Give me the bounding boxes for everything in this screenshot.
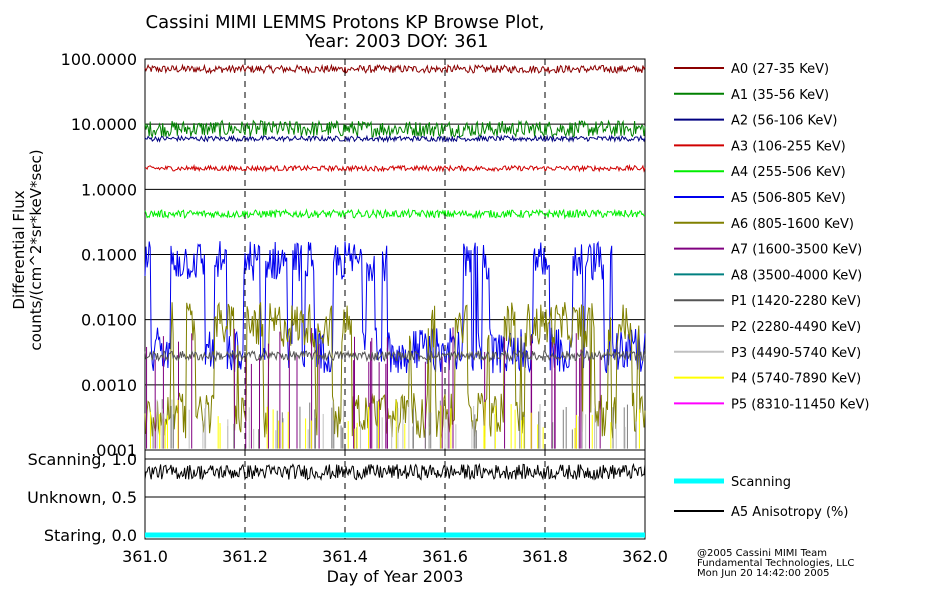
series-line [144,134,646,144]
x-axis-label: Day of Year 2003 [327,567,464,586]
y-tick-label: 0.0100 [81,311,137,330]
x-tick-label: 362.0 [622,547,668,566]
legend-label: A7 (1600-3500 KeV) [731,243,862,258]
y-tick-label: .0001 [91,441,137,460]
legend-label: A8 (3500-4000 KeV) [731,268,862,283]
legend-label: A2 (56-106 KeV) [731,114,837,129]
upper-series-group [144,63,646,449]
y-tick-labels: 100.0000 10.0000 1.0000 0.1000 0.0100 0.0010.… [61,50,137,460]
series-line [144,240,646,374]
lower-series-group [144,462,646,538]
y-axis-label-units: counts/(cm^2*sr*keV*sec) [27,149,45,350]
legend-label: P5 (8310-11450 KeV) [731,397,869,412]
series-line [144,163,646,173]
y-tick-label: 0.1000 [81,246,137,265]
legend-label: A0 (27-35 KeV) [731,62,829,77]
x-tick-label: 361.4 [322,547,368,566]
legend-label: A3 (106-255 KeV) [731,139,846,154]
legend-label: A4 (255-506 KeV) [731,165,846,180]
legend-label: P2 (2280-4490 KeV) [731,320,861,335]
x-tick-labels: 361.0 361.2 361.4 361.6 361.8 362.0 [122,547,668,566]
legend-label: Scanning [731,475,791,490]
series-line [144,119,646,139]
x-tick-label: 361.2 [222,547,268,566]
lower-panel-frame [144,449,646,540]
y-tick-label: 0.0010 [81,376,137,395]
y-axis-label: Differential Flux [10,190,28,309]
upper-grid [145,58,645,451]
lower-grid [145,450,645,539]
legend-label: P3 (4490-5740 KeV) [731,346,861,361]
y-tick-label: 100.0000 [61,50,137,69]
legend-label: P4 (5740-7890 KeV) [731,372,861,387]
x-tick-label: 361.6 [422,547,468,566]
y-tick-label: 10.0000 [71,115,137,134]
legend-label: A5 (506-805 KeV) [731,191,846,206]
lower-y-label: Scanning, 1.0 [28,450,137,469]
credit-line-2: Fundamental Technologies, LLC [697,558,854,569]
anisotropy-line [144,462,646,482]
legend-label: A6 (805-1600 KeV) [731,217,854,232]
legend-label: A1 (35-56 KeV) [731,88,829,103]
lower-y-labels: Scanning, 1.0 Unknown, 0.5 Staring, 0.0 [27,450,137,545]
x-tick-label: 361.8 [522,547,568,566]
chart-title: Cassini MIMI LEMMS Protons KP Browse Plo… [146,12,545,33]
legend: A0 (27-35 KeV) A1 (35-56 KeV) A2 (56-106 K… [674,62,869,412]
series-line [144,208,646,220]
lower-y-label: Unknown, 0.5 [27,488,137,507]
credit-line-3: Mon Jun 20 14:42:00 2005 [697,568,830,579]
lower-y-label: Staring, 0.0 [44,526,137,545]
series-line [144,301,646,439]
y-tick-label: 1.0000 [81,180,137,199]
legend-label: A5 Anisotropy (%) [731,505,848,520]
legend-lower: Scanning A5 Anisotropy (%) [674,475,848,520]
credit-line-1: @2005 Cassini MIMI Team [697,548,827,559]
series-line [144,63,646,75]
chart-subtitle: Year: 2003 DOY: 361 [305,31,489,52]
series-line [144,349,646,363]
legend-label: P1 (1420-2280 KeV) [731,294,861,309]
x-tick-label: 361.0 [122,547,168,566]
